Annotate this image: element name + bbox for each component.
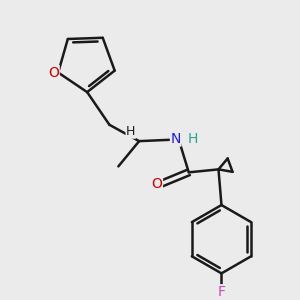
Text: N: N (170, 132, 181, 146)
Text: O: O (152, 177, 162, 190)
Text: O: O (48, 66, 59, 80)
Text: H: H (188, 132, 198, 146)
Text: F: F (218, 285, 226, 299)
Text: H: H (126, 125, 136, 138)
